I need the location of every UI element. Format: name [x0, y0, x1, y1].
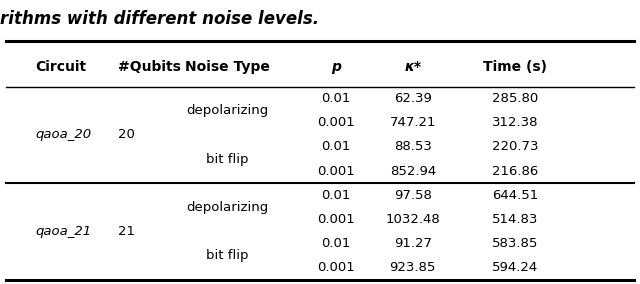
Text: 0.01: 0.01: [321, 92, 351, 105]
Text: 312.38: 312.38: [492, 116, 538, 129]
Text: qaoa_21: qaoa_21: [35, 225, 92, 238]
Text: 1032.48: 1032.48: [385, 213, 440, 226]
Text: κ*: κ*: [404, 60, 421, 74]
Text: depolarizing: depolarizing: [186, 201, 268, 214]
Text: bit flip: bit flip: [206, 249, 248, 262]
Text: 62.39: 62.39: [394, 92, 432, 105]
Text: 20: 20: [118, 128, 135, 141]
Text: #Qubits: #Qubits: [118, 60, 181, 74]
Text: 285.80: 285.80: [492, 92, 538, 105]
Text: 747.21: 747.21: [390, 116, 436, 129]
Text: 514.83: 514.83: [492, 213, 538, 226]
Text: 0.001: 0.001: [317, 116, 355, 129]
Text: 97.58: 97.58: [394, 189, 432, 202]
Text: p: p: [331, 60, 341, 74]
Text: 0.001: 0.001: [317, 165, 355, 178]
Text: qaoa_20: qaoa_20: [35, 128, 92, 141]
Text: 0.01: 0.01: [321, 237, 351, 250]
Text: 583.85: 583.85: [492, 237, 538, 250]
Text: 0.01: 0.01: [321, 189, 351, 202]
Text: 88.53: 88.53: [394, 141, 432, 153]
Text: Circuit: Circuit: [35, 60, 86, 74]
Text: Time (s): Time (s): [483, 60, 547, 74]
Text: rithms with different noise levels.: rithms with different noise levels.: [0, 10, 319, 28]
Text: 216.86: 216.86: [492, 165, 538, 178]
Text: 923.85: 923.85: [390, 261, 436, 274]
Text: Noise Type: Noise Type: [185, 60, 269, 74]
Text: 594.24: 594.24: [492, 261, 538, 274]
Text: 91.27: 91.27: [394, 237, 432, 250]
Text: depolarizing: depolarizing: [186, 104, 268, 117]
Text: 0.01: 0.01: [321, 141, 351, 153]
Text: 220.73: 220.73: [492, 141, 538, 153]
Text: 0.001: 0.001: [317, 261, 355, 274]
Text: 644.51: 644.51: [492, 189, 538, 202]
Text: 852.94: 852.94: [390, 165, 436, 178]
Text: bit flip: bit flip: [206, 153, 248, 166]
Text: 21: 21: [118, 225, 136, 238]
Text: 0.001: 0.001: [317, 213, 355, 226]
